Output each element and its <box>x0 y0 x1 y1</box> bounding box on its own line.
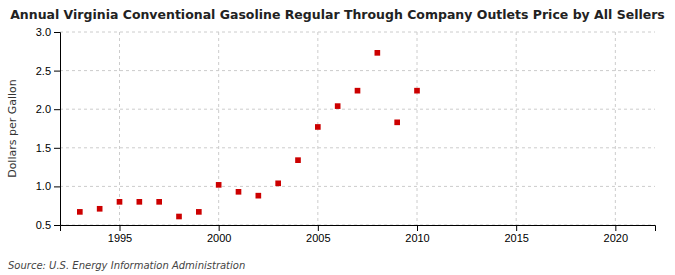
point <box>236 189 242 195</box>
tick: 2015 <box>504 225 528 244</box>
y-axis-title: Dollars per Gallon <box>6 79 19 178</box>
tick-label: 0.5 <box>36 219 51 231</box>
tick: 0.5 <box>36 219 60 231</box>
tick-mark <box>54 225 60 226</box>
plot: 1995 2000 2005 2010 2015 2020 0.5 1.0 1.5 2.0 2.5 3… <box>36 26 656 244</box>
point <box>394 119 400 125</box>
tick-label: 1.5 <box>36 142 51 154</box>
tick: 2005 <box>306 225 330 244</box>
point <box>216 182 222 188</box>
axis-line <box>61 226 656 232</box>
tick-mark <box>120 225 121 231</box>
tick-mark <box>516 225 517 231</box>
tick-mark <box>54 32 60 33</box>
grid-line <box>516 32 517 225</box>
grid-line <box>60 70 655 71</box>
point <box>176 214 182 220</box>
y-axis: 0.5 1.0 1.5 2.0 2.5 3.0 <box>36 26 61 231</box>
point <box>295 157 301 163</box>
point <box>355 88 361 94</box>
tick-label: 2010 <box>405 232 429 244</box>
tick-label: 2.5 <box>36 65 51 77</box>
grid-line <box>615 32 616 225</box>
tick: 1.0 <box>36 180 60 192</box>
tick-mark <box>54 186 60 187</box>
tick: 2020 <box>604 225 628 244</box>
tick-mark <box>54 109 60 110</box>
x-axis: 1995 2000 2005 2010 2015 2020 <box>61 225 656 244</box>
grid-line <box>119 32 120 225</box>
tick-label: 2015 <box>504 232 528 244</box>
tick-label: 1.0 <box>36 180 51 192</box>
grid-line <box>60 186 655 187</box>
tick: 2.0 <box>36 103 60 115</box>
point <box>77 209 83 215</box>
tick: 3.0 <box>36 26 60 38</box>
title: Annual Virginia Conventional Gasoline Re… <box>10 7 665 22</box>
tick-label: 2005 <box>306 232 330 244</box>
source: Source: U.S. Energy Information Administ… <box>8 260 245 271</box>
tick-label: 2000 <box>207 232 231 244</box>
tick-mark <box>54 148 60 149</box>
grid-line <box>60 32 655 33</box>
points <box>77 50 420 219</box>
tick-mark <box>54 71 60 72</box>
grid-line <box>417 32 418 225</box>
grid-line <box>218 32 219 225</box>
tick-mark <box>219 225 220 231</box>
tick: 1.5 <box>36 142 60 154</box>
tick-label: 2.0 <box>36 103 51 115</box>
point <box>375 50 381 56</box>
point <box>335 103 341 109</box>
tick-mark <box>615 225 616 231</box>
point <box>137 199 143 205</box>
tick-mark <box>417 225 418 231</box>
tick-label: 3.0 <box>36 26 51 38</box>
point <box>196 209 202 215</box>
grid-line <box>60 109 655 110</box>
tick: 2.5 <box>36 65 60 77</box>
grid-line <box>60 147 655 148</box>
tick: 1995 <box>108 225 132 244</box>
point <box>117 199 123 205</box>
tick-label: 2020 <box>604 232 628 244</box>
chart: 1995 2000 2005 2010 2015 2020 0.5 1.0 1.5 2.0 2.5 3… <box>0 0 675 275</box>
point <box>315 124 321 130</box>
axis-line <box>54 33 61 226</box>
tick: 2010 <box>405 225 429 244</box>
point <box>156 199 162 205</box>
grid <box>60 32 655 225</box>
point <box>275 180 281 186</box>
tick: 2000 <box>207 225 231 244</box>
tick-mark <box>318 225 319 231</box>
point <box>414 88 420 94</box>
tick-label: 1995 <box>108 232 132 244</box>
point <box>97 206 103 212</box>
point <box>256 193 262 199</box>
